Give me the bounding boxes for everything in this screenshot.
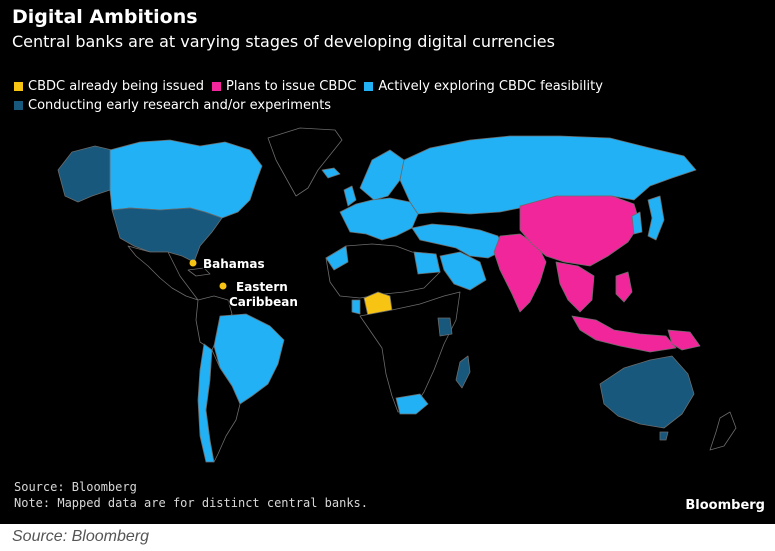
region-argentina [205,349,241,463]
footer-source: Source: Bloomberg [14,480,137,494]
footer-note: Note: Mapped data are for distinct centr… [14,496,369,510]
region-tasmania [659,431,669,441]
label-eastern-caribbean-line2: Caribbean [229,295,298,309]
region-brazil [213,313,285,405]
marker-eastern-caribbean [219,282,227,290]
region-alaska [57,145,113,203]
bloomberg-logo: Bloomberg [685,498,765,513]
label-eastern-caribbean-line1: Eastern [236,280,288,294]
region-saudi-arabia [439,251,487,291]
region-africa-north [325,243,441,299]
region-iceland [321,167,341,179]
region-kenya [437,317,453,337]
region-egypt [413,251,441,275]
legend-item-issued: CBDC already being issued [14,79,204,94]
legend-label-research: Conducting early research and/or experim… [28,98,332,113]
legend-item-exploring: Actively exploring CBDC feasibility [364,79,603,94]
chart-panel: Digital Ambitions Central banks are at v… [0,0,775,524]
legend-row-1: CBDC already being issued Plans to issue… [14,79,611,94]
region-africa-south [359,291,461,413]
chart-subtitle: Central banks are at varying stages of d… [12,32,555,51]
region-scandinavia [359,149,405,201]
legend-label-plans: Plans to issue CBDC [226,79,357,94]
region-south-africa [395,393,429,415]
region-usa [111,207,223,263]
region-madagascar [455,355,471,389]
legend-row-2: Conducting early research and/or experim… [14,98,339,113]
legend-swatch-issued [14,82,23,91]
legend-swatch-plans [212,82,222,91]
region-korea [631,211,643,235]
legend-item-research: Conducting early research and/or experim… [14,98,331,113]
label-bahamas: Bahamas [203,257,265,271]
region-greenland [267,127,343,197]
region-japan [647,195,665,241]
region-ghana [351,299,361,315]
region-australia [599,355,695,429]
image-caption: Source: Bloomberg [12,528,149,545]
region-europe [339,197,419,241]
legend-label-issued: CBDC already being issued [28,79,205,94]
legend-swatch-exploring [364,82,374,91]
world-map: Bahamas Eastern Caribbean [57,127,737,463]
chart-title: Digital Ambitions [12,6,198,28]
region-canada [109,139,263,219]
legend-label-exploring: Actively exploring CBDC feasibility [378,79,603,94]
legend-swatch-research [14,101,23,110]
region-philippines [615,271,633,303]
region-indonesia [571,315,677,353]
legend-item-plans: Plans to issue CBDC [212,79,356,94]
region-southeast-asia [555,261,595,313]
region-caribbean [187,267,211,277]
region-china [519,195,641,267]
region-uk [343,185,357,207]
region-new-zealand [709,411,737,451]
region-morocco [325,245,349,271]
region-papua [667,329,701,351]
region-russia [399,135,697,215]
marker-bahamas [189,259,197,267]
